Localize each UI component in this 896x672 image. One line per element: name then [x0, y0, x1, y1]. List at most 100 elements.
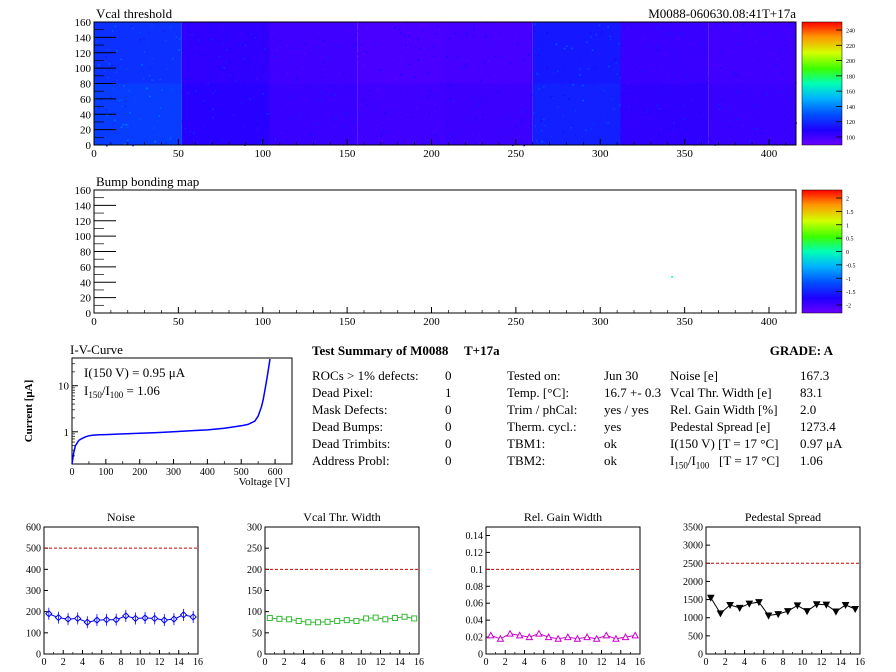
- heatmap-pixel: [199, 93, 201, 95]
- heatmap-pixel: [631, 27, 633, 29]
- heatmap-pixel: [305, 104, 307, 106]
- heatmap-pixel: [271, 126, 273, 128]
- heatmap-pixel: [130, 125, 132, 127]
- heatmap-pixel: [568, 66, 570, 68]
- heatmap-pixel: [131, 22, 133, 24]
- colorbar-tick-label: 160: [846, 90, 855, 96]
- heatmap-pixel: [436, 61, 438, 63]
- heatmap-pixel: [125, 124, 127, 126]
- heatmap-pixel: [612, 46, 614, 48]
- heatmap-pixel: [650, 117, 652, 119]
- roc-y-tick-label: 1500: [683, 595, 703, 606]
- heatmap-pixel: [546, 94, 548, 96]
- heatmap-pixel: [188, 92, 190, 94]
- heatmap-pixel: [233, 42, 235, 44]
- heatmap-pixel: [390, 115, 392, 117]
- heatmap-pixel: [406, 117, 408, 119]
- heatmap-pixel: [778, 81, 780, 83]
- heatmap-pixel: [313, 71, 315, 73]
- heatmap-pixel: [254, 62, 256, 64]
- heatmap-pixel: [546, 67, 548, 69]
- heatmap-pixel: [170, 81, 172, 83]
- heatmap-pixel: [430, 90, 432, 92]
- heatmap-pixel: [480, 67, 482, 69]
- heatmap-pixel: [489, 75, 491, 77]
- x-tick-label: 150: [339, 316, 356, 328]
- roc-data-point: [804, 609, 810, 615]
- heatmap-pixel: [257, 114, 259, 116]
- heatmap-pixel: [317, 99, 319, 101]
- heatmap-pixel: [534, 126, 536, 128]
- summary-value: 0: [445, 452, 452, 469]
- heatmap-pixel: [222, 66, 224, 68]
- heatmap-pixel: [737, 34, 739, 36]
- heatmap-pixel: [465, 128, 467, 130]
- heatmap-pixel: [527, 92, 529, 94]
- heatmap-pixel: [523, 60, 525, 62]
- summary-value: ok: [604, 452, 661, 469]
- roc-data-point: [536, 631, 542, 637]
- heatmap-pixel: [404, 35, 406, 37]
- heatmap-pixel: [295, 79, 297, 81]
- heatmap-pixel: [609, 36, 611, 38]
- heatmap-pixel: [151, 25, 153, 27]
- heatmap-pixel: [473, 35, 475, 37]
- heatmap-pixel: [704, 52, 706, 54]
- heatmap-pixel: [719, 65, 721, 67]
- heatmap-pixel: [328, 110, 330, 112]
- heatmap-pixel: [401, 51, 403, 53]
- summary-label-ratio: I150/I100 [T = 17 °C]: [670, 452, 779, 475]
- heatmap-pixel: [783, 129, 785, 131]
- heatmap-pixel: [683, 104, 685, 106]
- heatmap-pixel: [750, 140, 752, 142]
- heatmap-pixel: [465, 119, 467, 121]
- heatmap-pixel: [256, 94, 258, 96]
- heatmap-pixel: [484, 97, 486, 99]
- heatmap-pixel: [218, 40, 220, 42]
- heatmap-pixel: [667, 47, 669, 49]
- heatmap-pixel: [743, 55, 745, 57]
- y-tick-label: 100: [75, 231, 92, 243]
- heatmap-pixel: [485, 103, 487, 105]
- roc-y-tick-label: 0.08: [466, 582, 484, 593]
- heatmap-pixel: [411, 35, 413, 37]
- summary-row: ROCs > 1% defects:: [312, 367, 419, 384]
- heatmap-pixel: [767, 94, 769, 96]
- heatmap-pixel: [588, 106, 590, 108]
- heatmap-pixel: [710, 113, 712, 115]
- heatmap-pixel: [506, 81, 508, 83]
- heatmap-pixel: [212, 117, 214, 119]
- heatmap-pixel: [317, 38, 319, 40]
- heatmap-pixel: [194, 64, 196, 66]
- heatmap-pixel: [243, 81, 245, 83]
- heatmap-pixel: [706, 109, 708, 111]
- heatmap-pixel: [473, 98, 475, 100]
- heatmap-pixel: [700, 125, 702, 127]
- heatmap-pixel: [348, 23, 350, 25]
- heatmap-pixel: [176, 36, 178, 38]
- heatmap-pixel: [443, 53, 445, 55]
- heatmap-pixel: [656, 105, 658, 107]
- heatmap-pixel: [203, 125, 205, 127]
- heatmap-pixel: [459, 47, 461, 49]
- heatmap-pixel: [750, 106, 752, 108]
- heatmap-pixel: [467, 119, 469, 121]
- heatmap-pixel: [536, 140, 538, 142]
- heatmap-pixel: [334, 94, 336, 96]
- heatmap-pixel: [433, 46, 435, 48]
- heatmap-pixel: [218, 55, 220, 57]
- heatmap-pixel: [174, 112, 176, 114]
- heatmap-pixel: [593, 124, 595, 126]
- heatmap-pixel: [528, 75, 530, 77]
- summary-label: Tested on:: [507, 367, 577, 384]
- heatmap-pixel: [293, 48, 295, 50]
- heatmap-pixel: [224, 120, 226, 122]
- heatmap-pixel: [586, 41, 588, 43]
- y-tick-label: 0: [86, 308, 92, 320]
- heatmap-pixel: [616, 74, 618, 76]
- heatmap-pixel: [527, 126, 529, 128]
- heatmap-pixel: [449, 98, 451, 100]
- heatmap-pixel: [323, 62, 325, 64]
- heatmap-pixel: [382, 130, 384, 132]
- heatmap-pixel: [617, 124, 619, 126]
